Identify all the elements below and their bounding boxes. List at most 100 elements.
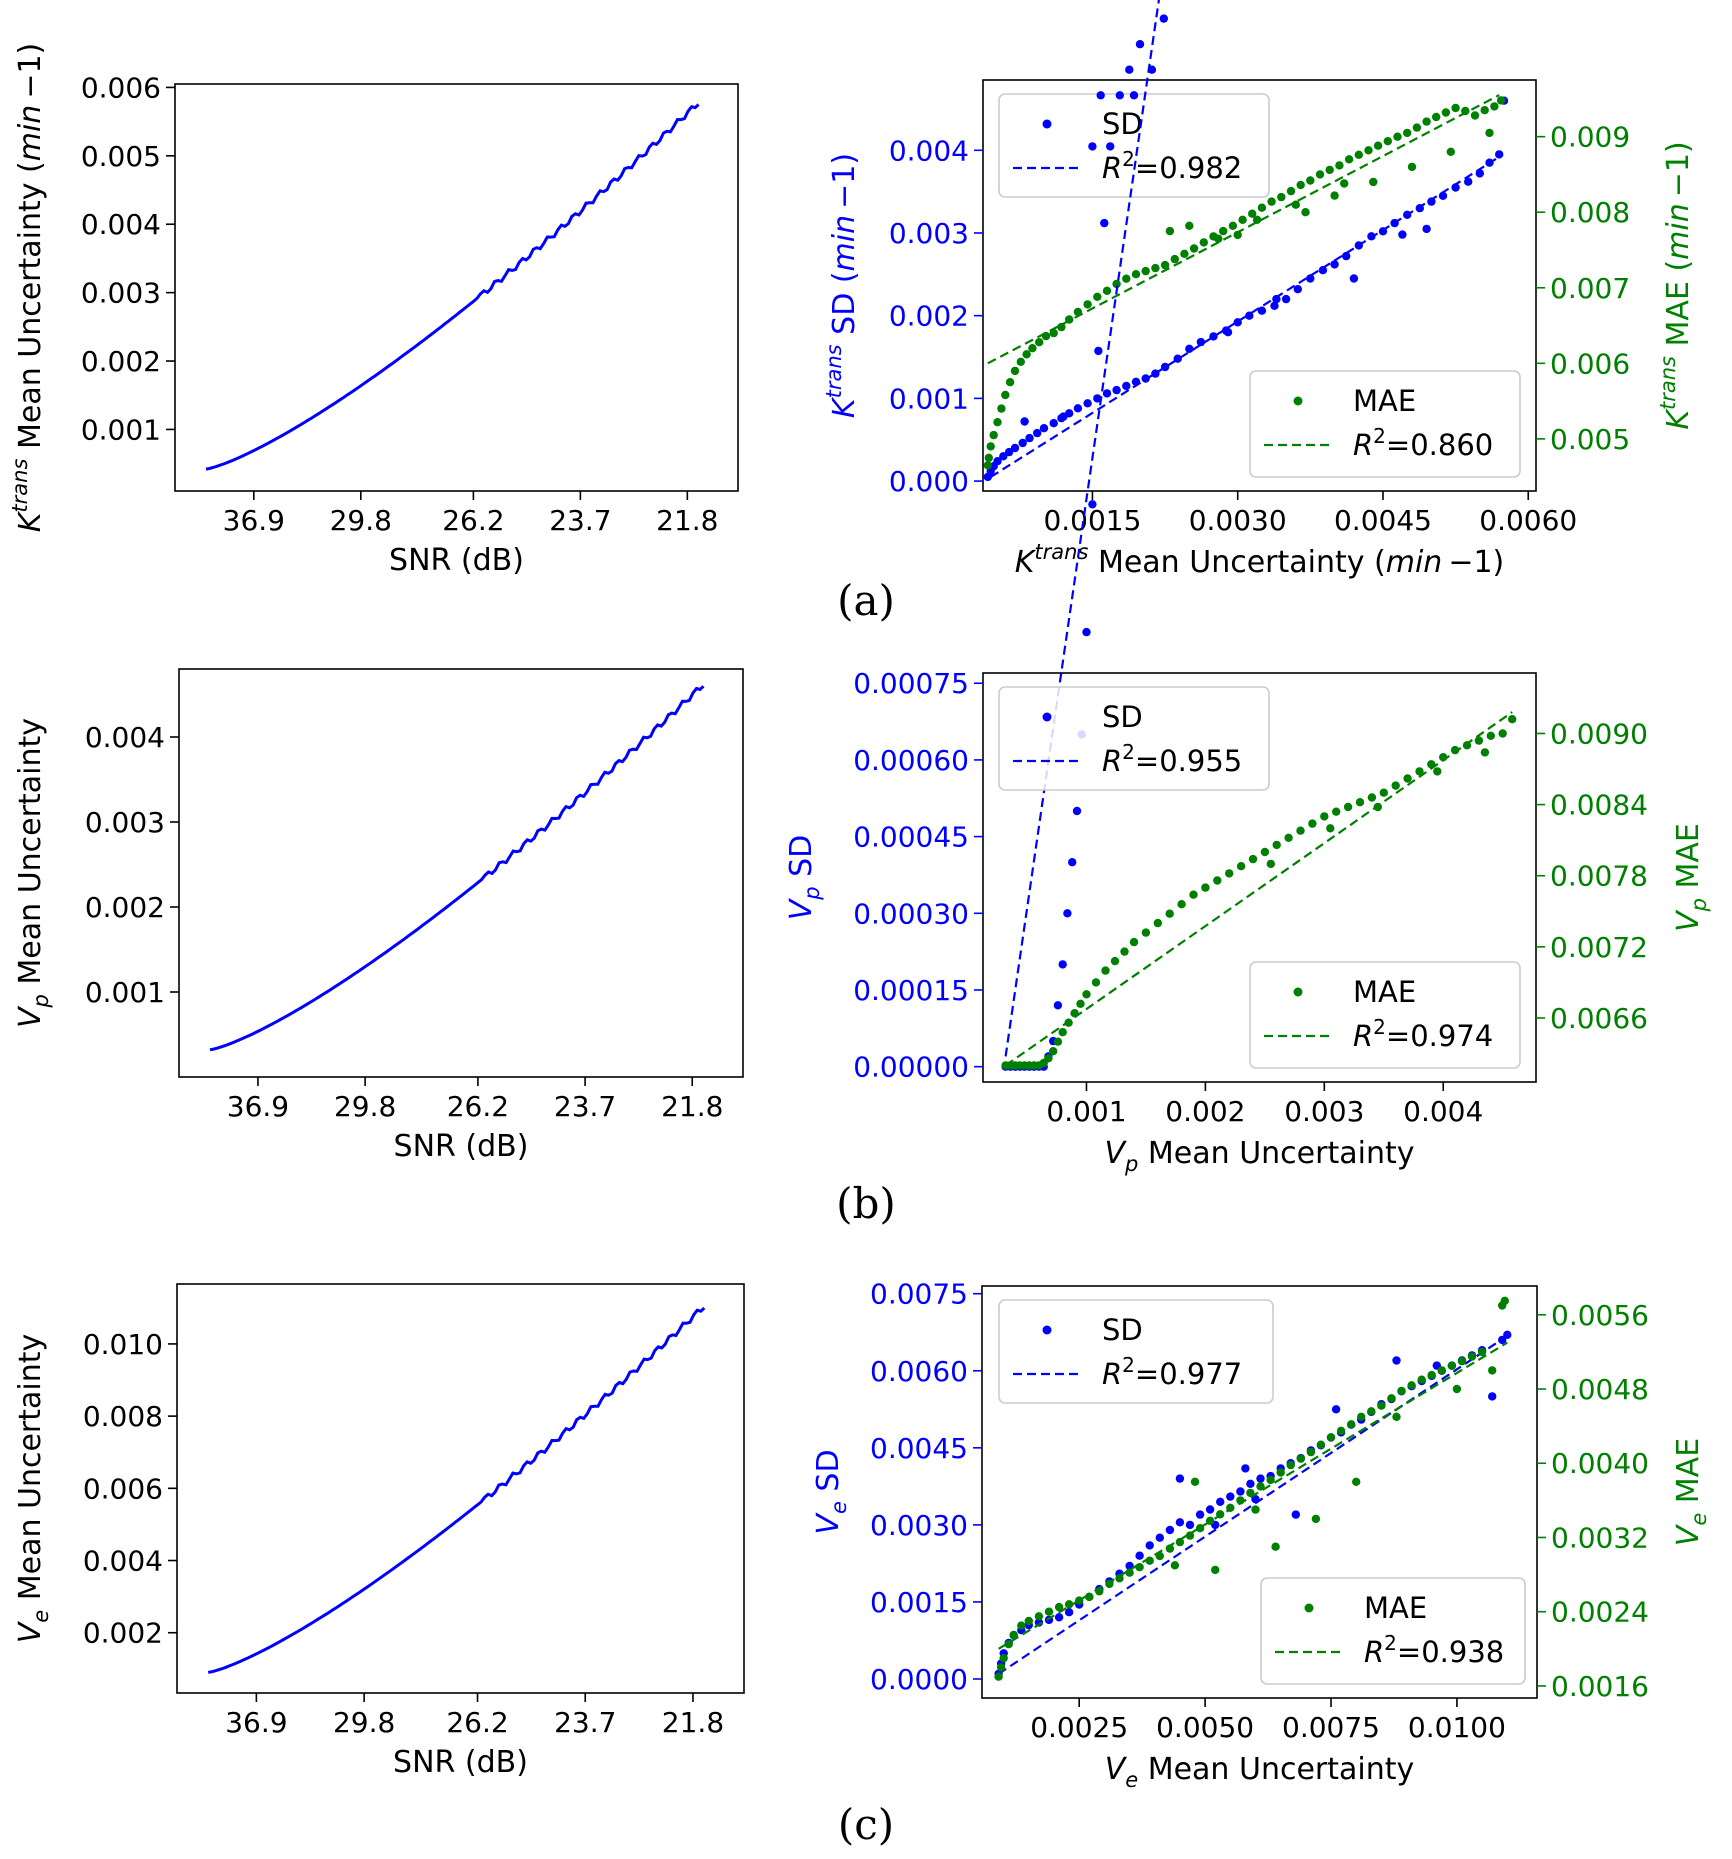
y-axis-label-base: V <box>13 1620 48 1643</box>
r2-value: 0.982 <box>1159 151 1242 185</box>
right-y-axis-label: Ve MAE <box>1671 1438 1711 1546</box>
x-tick-label: 23.7 <box>554 1706 616 1739</box>
x-tick-label: 0.004 <box>1403 1095 1483 1128</box>
sd-point <box>1205 1505 1215 1514</box>
mae-point <box>1190 1477 1200 1487</box>
mae-point <box>1135 1563 1144 1572</box>
right-y-tick-label: 0.0048 <box>1551 1373 1649 1406</box>
sd-point <box>1020 417 1029 426</box>
sd-point <box>1257 306 1267 315</box>
r2-equals: = <box>1135 744 1159 778</box>
r2-value: 0.955 <box>1159 744 1242 778</box>
sd-point <box>1058 960 1067 969</box>
sd-point <box>1054 1613 1064 1622</box>
x-axis-label: SNR (dB) <box>393 1745 528 1780</box>
mae-point <box>1016 357 1025 366</box>
mae-point <box>1496 96 1506 105</box>
sd-point <box>1072 806 1082 816</box>
mae-point <box>1415 767 1424 776</box>
x-axis-label-subscript: p <box>1124 1152 1138 1176</box>
mae-point <box>1151 263 1160 273</box>
mae-point <box>1474 736 1484 745</box>
right-y-axis-label-subscript: p <box>1687 898 1711 912</box>
line-plot: 36.9 29.8 26.2 23.7 21.8 0.002 0.004 0.006 0.008… <box>13 1283 745 1780</box>
sd-point <box>1392 1356 1401 1365</box>
mae-point <box>1447 1361 1457 1371</box>
mae-point <box>1248 854 1258 864</box>
mae-point <box>1009 1630 1018 1640</box>
sd-point <box>1082 627 1091 637</box>
mae-point <box>996 1663 1006 1672</box>
sd-point <box>1342 251 1351 261</box>
mae-point <box>1451 103 1460 113</box>
x-tick-label: 23.7 <box>549 504 611 537</box>
mae-point <box>1336 1426 1346 1436</box>
legend-sd: SD R2=0.977 <box>998 1299 1274 1404</box>
sd-point <box>1033 428 1042 438</box>
y-axis-label-superscript: trans <box>8 459 32 513</box>
mae-point <box>1316 1440 1326 1449</box>
mae-point <box>1325 165 1334 175</box>
sd-point <box>1422 224 1431 234</box>
mae-point <box>1306 176 1315 185</box>
mae-point <box>1214 234 1223 243</box>
mae-point <box>1102 286 1112 295</box>
mae-point <box>1407 162 1417 172</box>
x-tick-label: 36.9 <box>225 1706 287 1739</box>
mae-point <box>1286 1460 1295 1470</box>
axes-frame <box>982 79 1537 492</box>
sd-point <box>1083 399 1092 408</box>
mae-point <box>1010 366 1020 376</box>
uncertainty-line <box>209 685 705 1052</box>
sd-point <box>1185 344 1194 353</box>
sd-point <box>1293 285 1303 294</box>
mae-point <box>1332 807 1341 816</box>
left-y-tick-label: 0.004 <box>889 134 969 167</box>
r2-equals: = <box>1386 428 1410 462</box>
left-y-axis-label-base: V <box>784 897 819 920</box>
x-axis-label-subscript: e <box>1125 1768 1138 1792</box>
right-y-tick-label: 0.009 <box>1550 121 1630 154</box>
mae-point <box>1049 1047 1058 1056</box>
right-y-tick-label: 0.0066 <box>1550 1002 1648 1035</box>
mae-point <box>1225 869 1234 878</box>
mae-point <box>1082 990 1091 999</box>
scatter-plot: 0.001 0.002 0.003 0.004 0.00000 0.00015 0.0003… <box>784 0 1711 1176</box>
x-tick-label: 0.0100 <box>1408 1711 1506 1744</box>
mae-point <box>1352 1477 1361 1487</box>
left-y-tick-label: 0.00075 <box>853 667 969 700</box>
sd-point <box>1270 301 1279 310</box>
sd-point <box>1088 142 1097 151</box>
r2-symbol: R <box>1102 151 1122 185</box>
legend-r2: R2=0.977 <box>1102 1353 1242 1391</box>
right-y-tick-label: 0.0072 <box>1550 931 1648 964</box>
mae-point <box>1344 155 1354 164</box>
legend-r2: R2=0.938 <box>1364 1631 1504 1669</box>
mae-point <box>1369 177 1378 187</box>
mae-point <box>1306 1447 1316 1457</box>
mae-point <box>1024 1616 1034 1626</box>
r2-value: 0.860 <box>1410 428 1493 462</box>
y-tick-label: 0.002 <box>85 891 165 924</box>
mae-point <box>1017 1621 1026 1630</box>
right-y-tick-label: 0.0090 <box>1550 717 1648 750</box>
right-y-axis-label-subscript: e <box>1687 1513 1711 1526</box>
legend-r2: R2=0.955 <box>1102 740 1242 778</box>
sd-point <box>1495 150 1504 159</box>
left-y-axis-label: Vp SD <box>784 835 824 921</box>
x-tick-label: 21.8 <box>661 1090 723 1123</box>
legend-r2: R2=0.982 <box>1102 147 1242 185</box>
mae-point <box>1238 215 1247 224</box>
sd-point <box>1236 1487 1245 1496</box>
mae-point <box>1266 1475 1275 1485</box>
r2-superscript: 2 <box>1373 1015 1386 1039</box>
sd-point <box>1093 394 1102 403</box>
sd-point <box>1106 142 1115 151</box>
mae-point <box>1403 128 1412 138</box>
mae-fit-line <box>998 1341 1508 1650</box>
r2-symbol: R <box>1102 744 1122 778</box>
y-tick-label: 0.004 <box>85 721 165 754</box>
sd-point <box>1175 1518 1185 1527</box>
y-axis-label: Ve Mean Uncertainty <box>13 1334 53 1644</box>
